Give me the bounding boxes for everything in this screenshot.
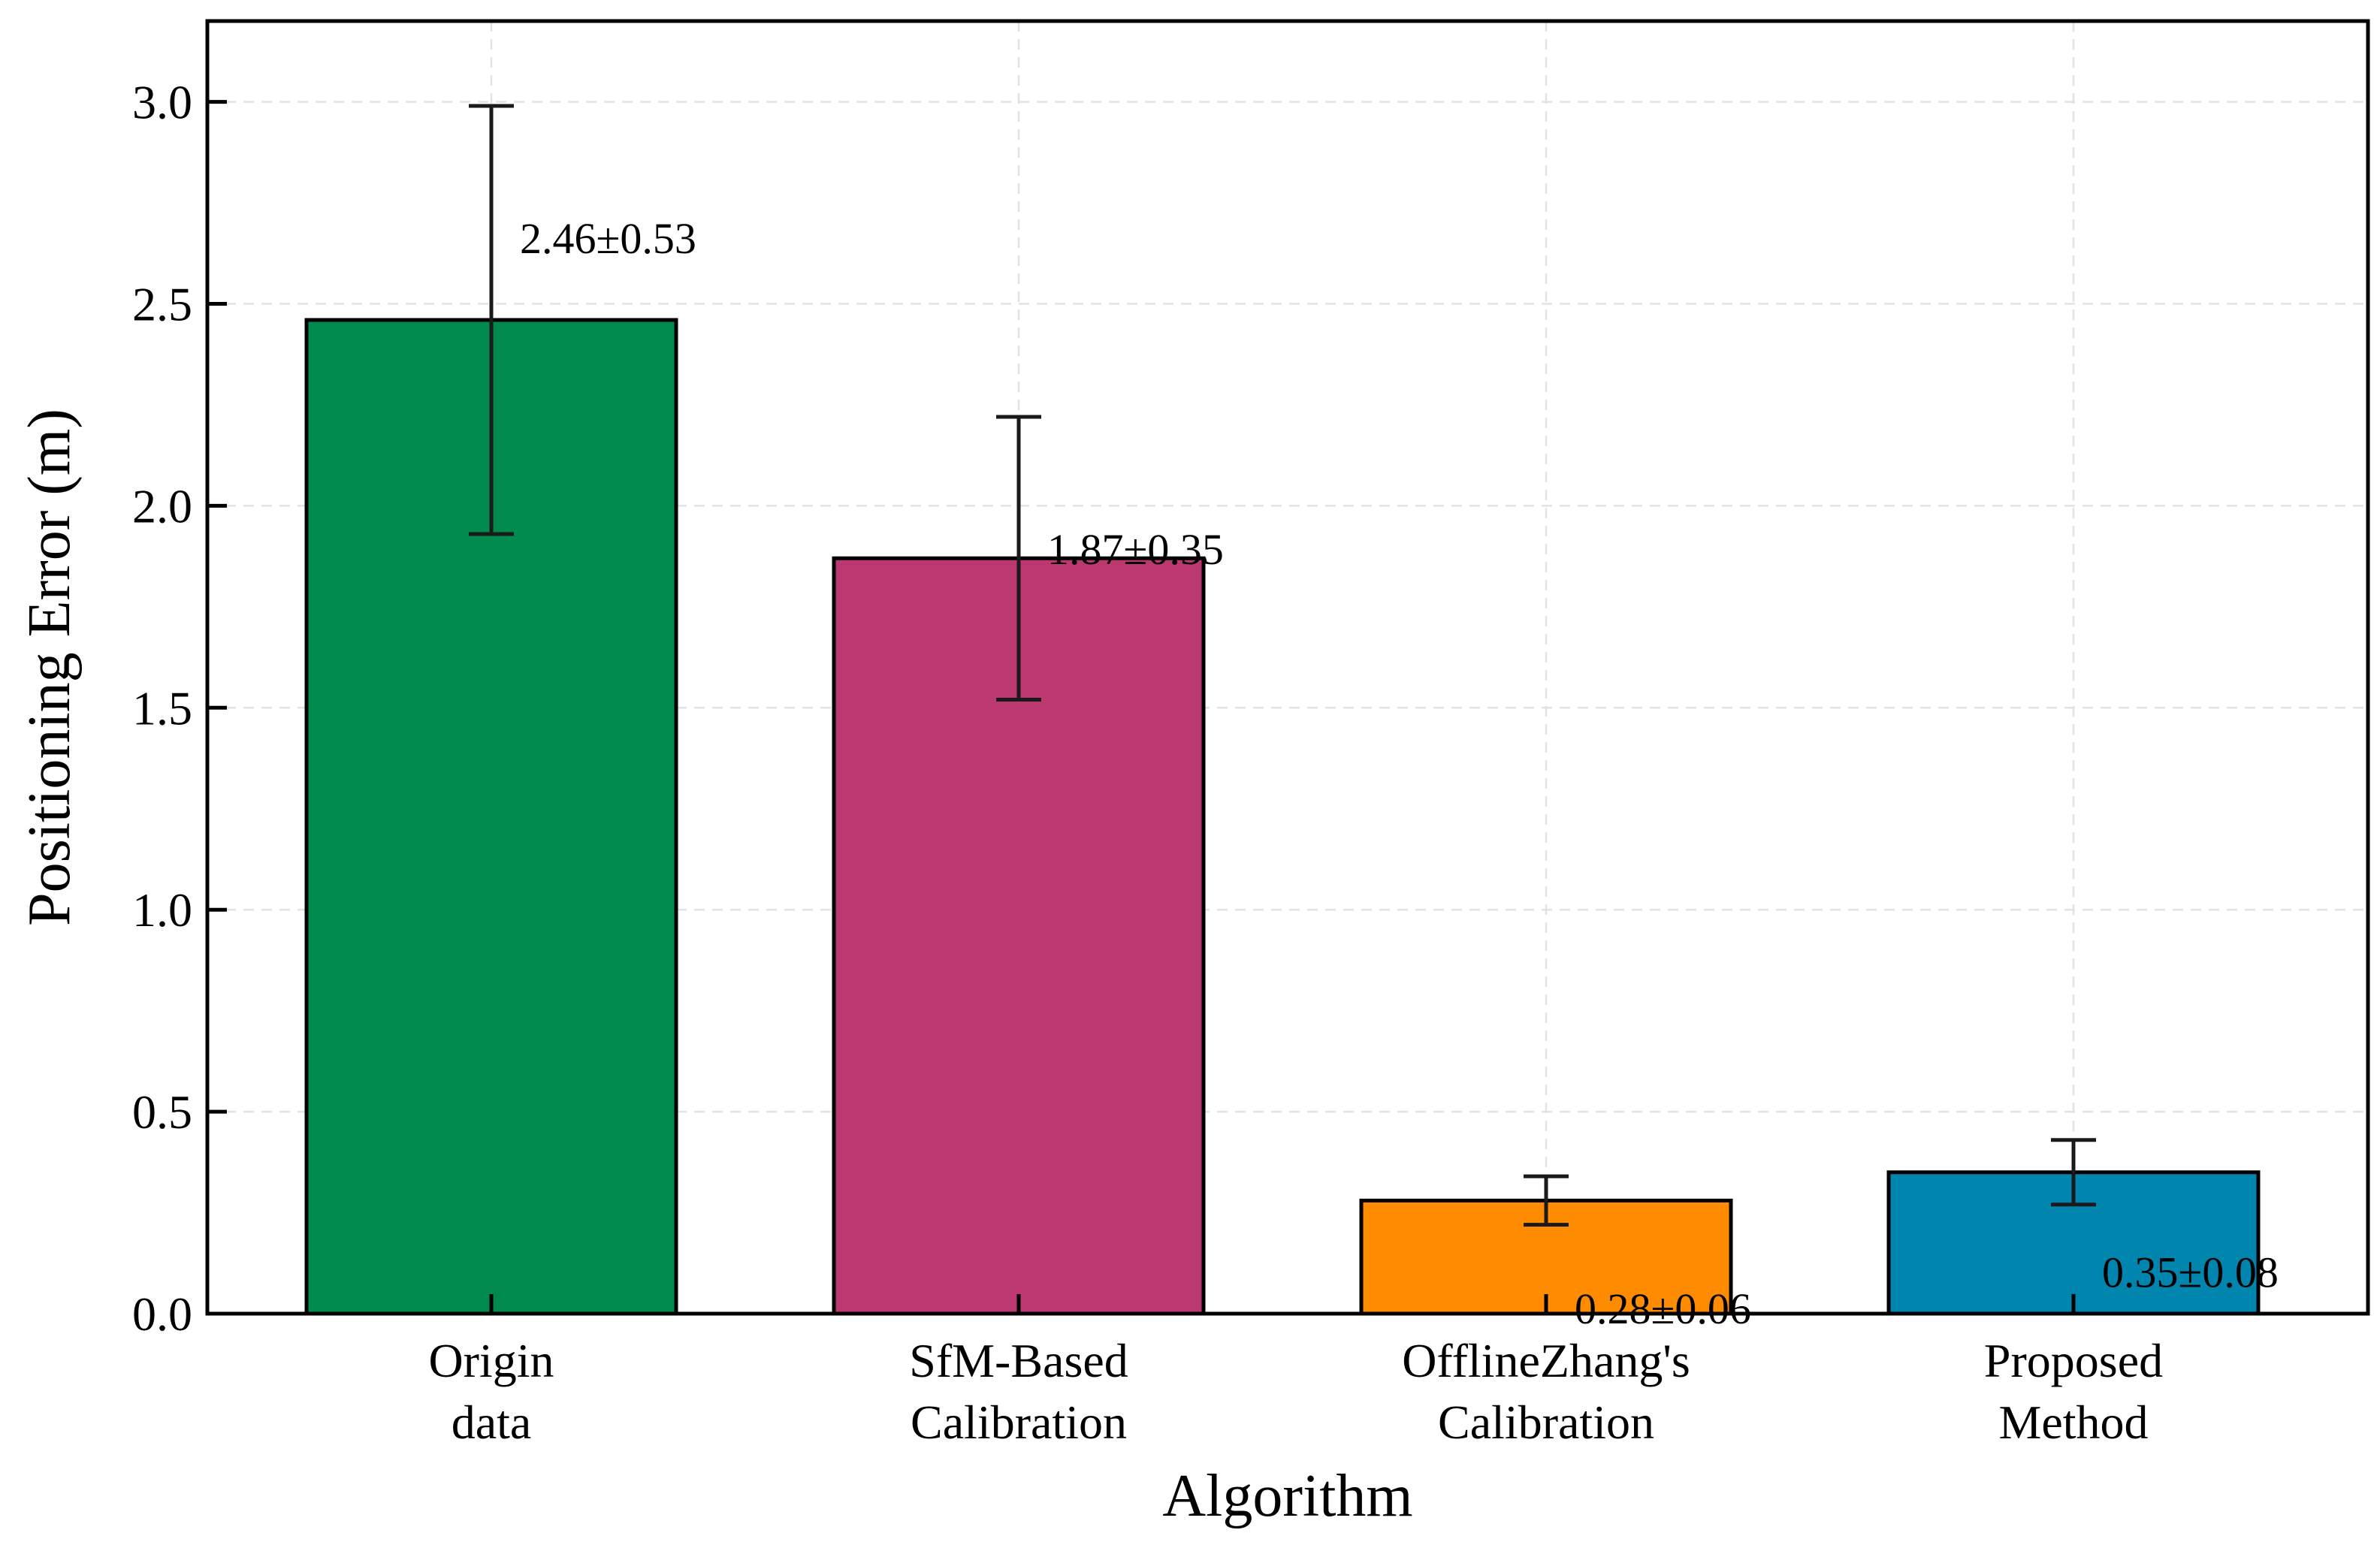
data-label-layer: 2.46±0.53 1.87±0.35 0.28±0.06 0.35±0.08	[520, 214, 2279, 1333]
data-label: 2.46±0.53	[520, 214, 696, 263]
bar	[1886, 1170, 2261, 1316]
x-tick-label: Proposed	[1984, 1334, 2163, 1387]
x-tick-label: OfflineZhang's	[1402, 1334, 1690, 1387]
y-tick-label: 3.0	[132, 76, 192, 129]
y-tick-label: 2.0	[132, 479, 192, 533]
x-tick-label: data	[452, 1396, 532, 1449]
x-axis-title: Algorithm	[1162, 1463, 1412, 1529]
y-tick-label: 2.5	[132, 277, 192, 330]
y-tick-label: 0.0	[132, 1287, 192, 1341]
plot-frame	[205, 19, 2370, 1316]
x-tick-label: Calibration	[911, 1396, 1127, 1449]
y-tick-label: 1.5	[132, 681, 192, 735]
x-tick-label: Method	[1998, 1396, 2148, 1449]
data-label: 0.28±0.06	[1575, 1284, 1751, 1333]
bar-layer	[304, 318, 2261, 1316]
data-label: 0.35±0.08	[2102, 1248, 2279, 1297]
y-axis-title: Positioning Error (m)	[17, 409, 83, 926]
y-tick-label: 1.0	[132, 883, 192, 937]
error-bar-layer	[469, 104, 2096, 1227]
y-tick-label: 0.5	[132, 1085, 192, 1139]
data-label: 1.87±0.35	[1047, 525, 1224, 574]
x-tick-label: Origin	[428, 1334, 554, 1387]
x-tick-label: SfM-Based	[909, 1334, 1128, 1387]
x-tick-label: Calibration	[1438, 1396, 1654, 1449]
tick-layer: 0.0 0.5 1.0 1.5 2.0 2.5 3.0 Origin data SfM-Based…	[132, 76, 2163, 1449]
